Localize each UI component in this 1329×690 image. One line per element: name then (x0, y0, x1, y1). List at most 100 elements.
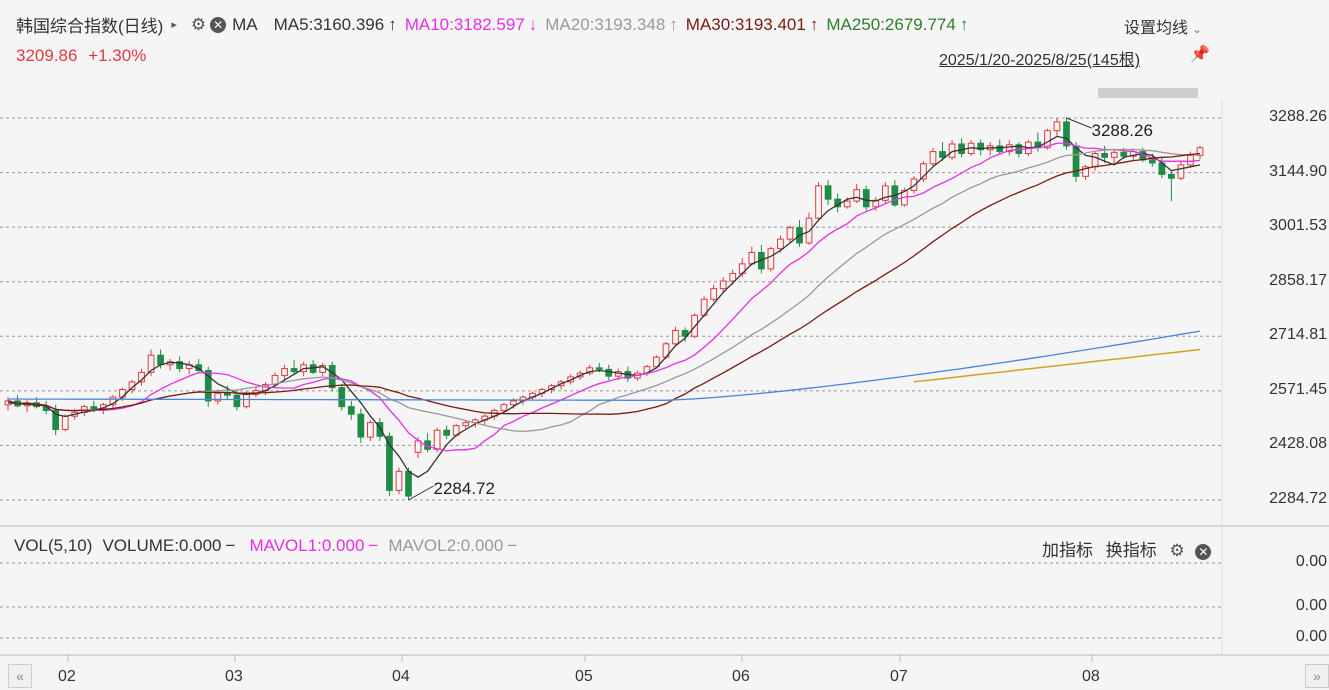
annotation-label: 2284.72 (434, 479, 495, 498)
close-icon[interactable]: ✕ (210, 16, 227, 33)
y-tick-label: 2858.17 (1269, 271, 1327, 289)
candle-up (777, 238, 784, 250)
ma10-value: MA10:3182.597 (404, 14, 525, 34)
ma-settings-button[interactable]: 设置均线 ⌄ (1124, 14, 1202, 38)
candle-down (204, 369, 212, 402)
indicator-name: MA (232, 14, 258, 34)
y-tick-label: 2284.72 (1269, 490, 1327, 507)
candle-up (433, 429, 441, 450)
candle-up (1091, 152, 1099, 168)
candle-up (729, 272, 737, 282)
candle-down (233, 394, 241, 408)
candle-up (653, 356, 660, 368)
candle-up (147, 354, 155, 373)
close-icon[interactable]: ✕ (1195, 544, 1212, 560)
gear-icon[interactable]: ⚙ (1169, 541, 1185, 560)
ma250-value: MA250:2679.774 (826, 14, 956, 34)
candle-up (920, 163, 927, 180)
scroll-left-button[interactable]: « (8, 664, 32, 688)
y-tick-label: 2571.45 (1269, 380, 1327, 398)
candle-down (90, 406, 98, 410)
candle-up (672, 330, 679, 345)
y-tick-label: 3288.26 (1269, 108, 1327, 125)
candle-up (710, 288, 718, 300)
candle-up (395, 470, 403, 491)
candle-up (1053, 121, 1061, 132)
candle-down (977, 142, 985, 151)
candle-down (605, 368, 613, 377)
volume-controls: 加指标 换指标 ⚙ ✕ (1042, 536, 1212, 561)
annotation-leader (408, 485, 434, 501)
candle-down (290, 368, 298, 373)
scroll-right-button[interactable]: » (1305, 664, 1329, 688)
ma-settings-label: 设置均线 (1124, 20, 1189, 37)
candle-down (176, 361, 184, 370)
chart-title: 韩国综合指数(日线) (16, 17, 164, 36)
candle-up (61, 415, 69, 430)
y-tick-label: 3144.90 (1269, 162, 1327, 180)
candle-down (862, 189, 870, 208)
pin-icon[interactable]: 📌 (1190, 46, 1210, 63)
date-range-label[interactable]: 2025/1/20-2025/8/25(145根) (939, 52, 1141, 69)
candle-up (500, 404, 508, 411)
y-tick-label: 3001.53 (1269, 217, 1327, 235)
candle-up (815, 185, 822, 219)
volume-legend: VOL(5,10) VOLUME:0.000 − MAVOL1:0.000 − … (14, 536, 525, 556)
candle-down (824, 185, 832, 200)
x-tick-label: 04 (392, 668, 410, 685)
annotation-leader (1066, 117, 1092, 129)
candle-up (367, 422, 374, 438)
ma250-line (913, 348, 1201, 383)
candle-down (328, 365, 336, 389)
price-change: +1.30% (88, 46, 147, 65)
candle-up (243, 393, 250, 408)
candle-down (376, 422, 384, 437)
candle-down (681, 330, 689, 337)
x-tick-label: 08 (1082, 668, 1100, 685)
candle-down (386, 435, 393, 491)
vol-ytick: 0.00 (1295, 553, 1327, 570)
candle-up (853, 189, 861, 202)
candle-up (281, 368, 288, 376)
x-tick-label: 07 (890, 668, 908, 685)
candle-up (214, 392, 222, 402)
add-indicator-button[interactable]: 加指标 (1042, 541, 1093, 560)
ma10-arrow: ↓ (528, 14, 538, 34)
candle-up (1005, 144, 1013, 153)
mavol1-value: MAVOL1:0.000 (249, 536, 365, 555)
candle-up (462, 422, 470, 427)
candle-up (872, 199, 880, 208)
gear-icon[interactable]: ⚙ (190, 14, 207, 34)
ma30-arrow: ↑ (809, 14, 819, 34)
mavol2-dash: − (507, 536, 518, 555)
candle-down (52, 409, 60, 430)
y-tick-label: 2714.81 (1269, 326, 1327, 344)
candle-down (157, 354, 164, 366)
x-tick-label: 03 (225, 668, 243, 685)
ma20-arrow: ↑ (669, 14, 678, 34)
annotation-label: 3288.26 (1091, 121, 1152, 140)
triangle-right-icon[interactable]: ▸ (171, 19, 177, 31)
candle-down (443, 429, 451, 436)
ma30-value: MA30:3193.401 (685, 14, 806, 34)
ma5-arrow: ↑ (388, 14, 397, 34)
vol-ytick: 0.00 (1295, 628, 1327, 645)
candle-down (1101, 152, 1109, 158)
candle-down (338, 387, 346, 408)
candle-up (1110, 151, 1118, 158)
ma-legend: 韩国综合指数(日线) ▸ ⚙ ✕ MA MA5:3160.396 ↑ MA10:… (16, 12, 976, 37)
ma-long-line (8, 330, 1201, 401)
chevron-down-icon: ⌄ (1192, 24, 1202, 36)
change-indicator-button[interactable]: 换指标 (1105, 541, 1157, 560)
mavol1-dash: − (368, 536, 379, 555)
x-tick-label: 05 (575, 668, 593, 685)
candle-up (748, 251, 756, 265)
ma5-value: MA5:3160.396 (273, 14, 385, 34)
candle-up (929, 151, 937, 165)
ma20-value: MA20:3193.348 (545, 14, 666, 34)
x-tick-label: 02 (58, 668, 76, 685)
ma10-line (7, 142, 1201, 452)
candle-up (767, 248, 775, 270)
vol-ytick: 0.00 (1295, 597, 1327, 614)
